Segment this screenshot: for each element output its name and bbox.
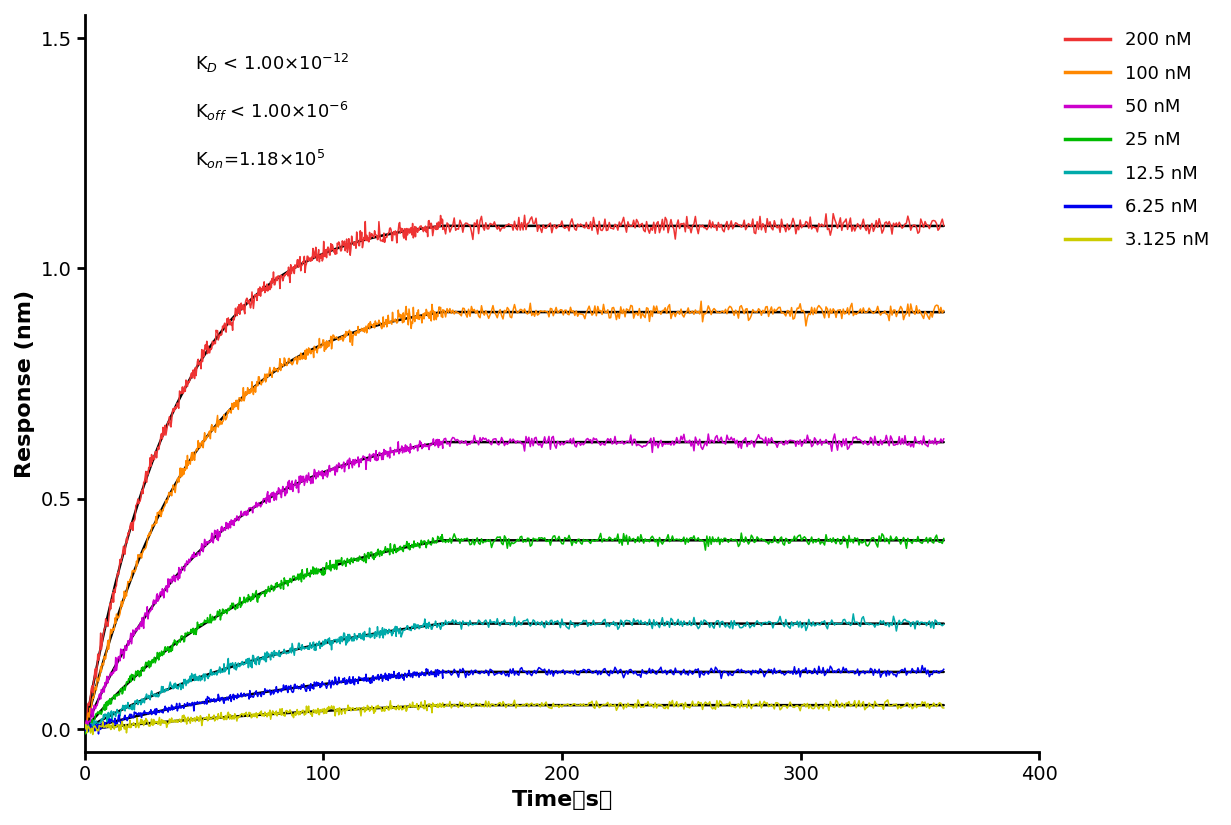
X-axis label: Time（s）: Time（s） (511, 790, 613, 810)
Text: K$_D$ < 1.00×10$^{-12}$: K$_D$ < 1.00×10$^{-12}$ (194, 52, 348, 75)
Text: K$_{off}$ < 1.00×10$^{-6}$: K$_{off}$ < 1.00×10$^{-6}$ (194, 100, 348, 123)
Text: K$_{on}$=1.18×10$^5$: K$_{on}$=1.18×10$^5$ (194, 148, 325, 171)
Legend: 200 nM, 100 nM, 50 nM, 25 nM, 12.5 nM, 6.25 nM, 3.125 nM: 200 nM, 100 nM, 50 nM, 25 nM, 12.5 nM, 6… (1057, 24, 1216, 257)
Y-axis label: Response (nm): Response (nm) (15, 290, 34, 478)
